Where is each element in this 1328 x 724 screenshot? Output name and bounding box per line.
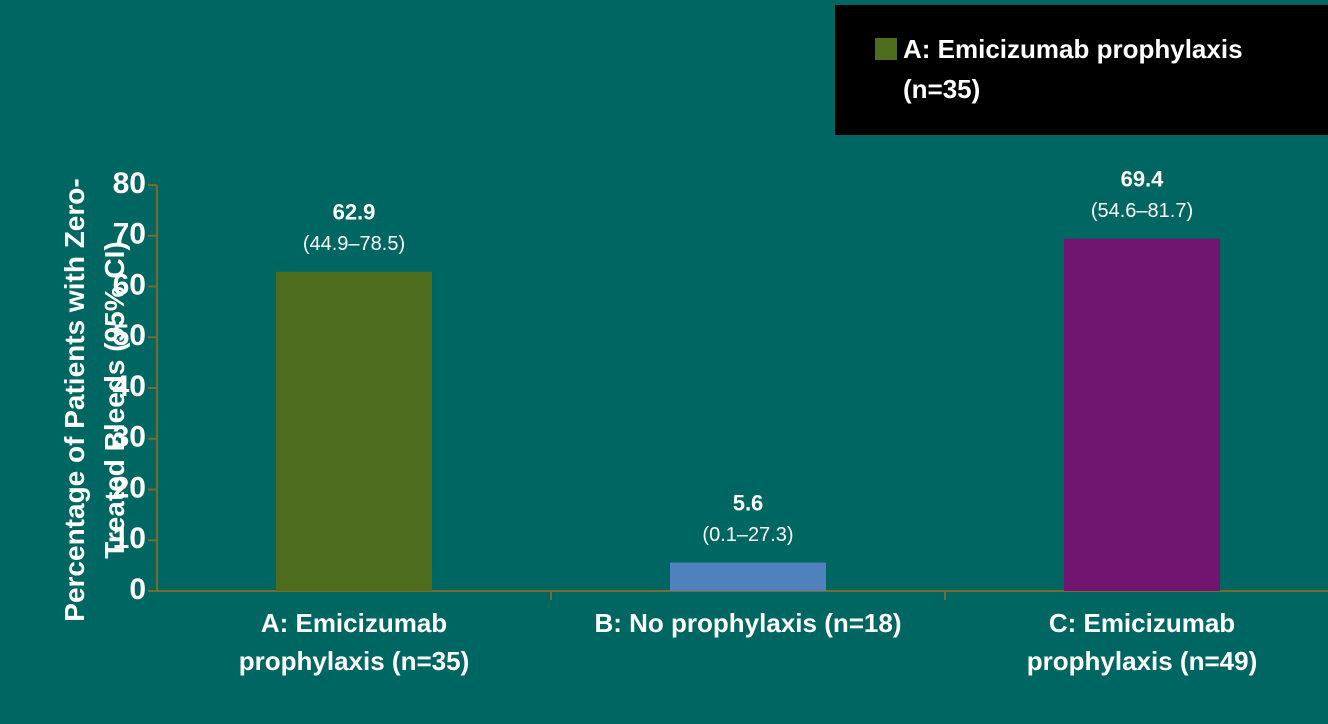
y-tick-label: 30	[113, 421, 146, 454]
value-label: 62.9	[333, 200, 376, 225]
bar	[670, 562, 826, 591]
x-tick-label: A: Emicizumab prophylaxis (n=35)	[238, 608, 470, 676]
value-label: 5.6	[733, 490, 764, 515]
y-tick-label: 10	[113, 522, 146, 555]
interval-label: (44.9–78.5)	[303, 233, 405, 255]
legend-swatch	[875, 38, 897, 60]
y-axis-title: Percentage of Patients with Zero-Treated…	[59, 178, 130, 622]
interval-label: (54.6–81.7)	[1091, 200, 1193, 222]
legend-label: A: Emicizumab prophylaxis (n=35)	[903, 34, 1243, 104]
y-tick-label: 50	[113, 319, 146, 352]
y-tick-label: 80	[113, 167, 146, 200]
y-tick-label: 60	[113, 268, 146, 301]
x-tick-label: B: No prophylaxis (n=18)	[594, 608, 902, 638]
bar	[276, 271, 432, 591]
y-tick-label: 20	[113, 471, 146, 504]
legend: A: Emicizumab prophylaxis (n=35)	[835, 5, 1328, 135]
interval-label: (0.1–27.3)	[702, 524, 793, 546]
y-tick-label: 40	[113, 370, 146, 403]
y-tick-label: 0	[129, 573, 146, 606]
value-label: 69.4	[1121, 167, 1165, 192]
y-tick-label: 70	[113, 218, 146, 251]
x-tick-label: C: Emicizumab prophylaxis (n=49)	[1026, 608, 1258, 676]
bar	[1064, 238, 1220, 592]
